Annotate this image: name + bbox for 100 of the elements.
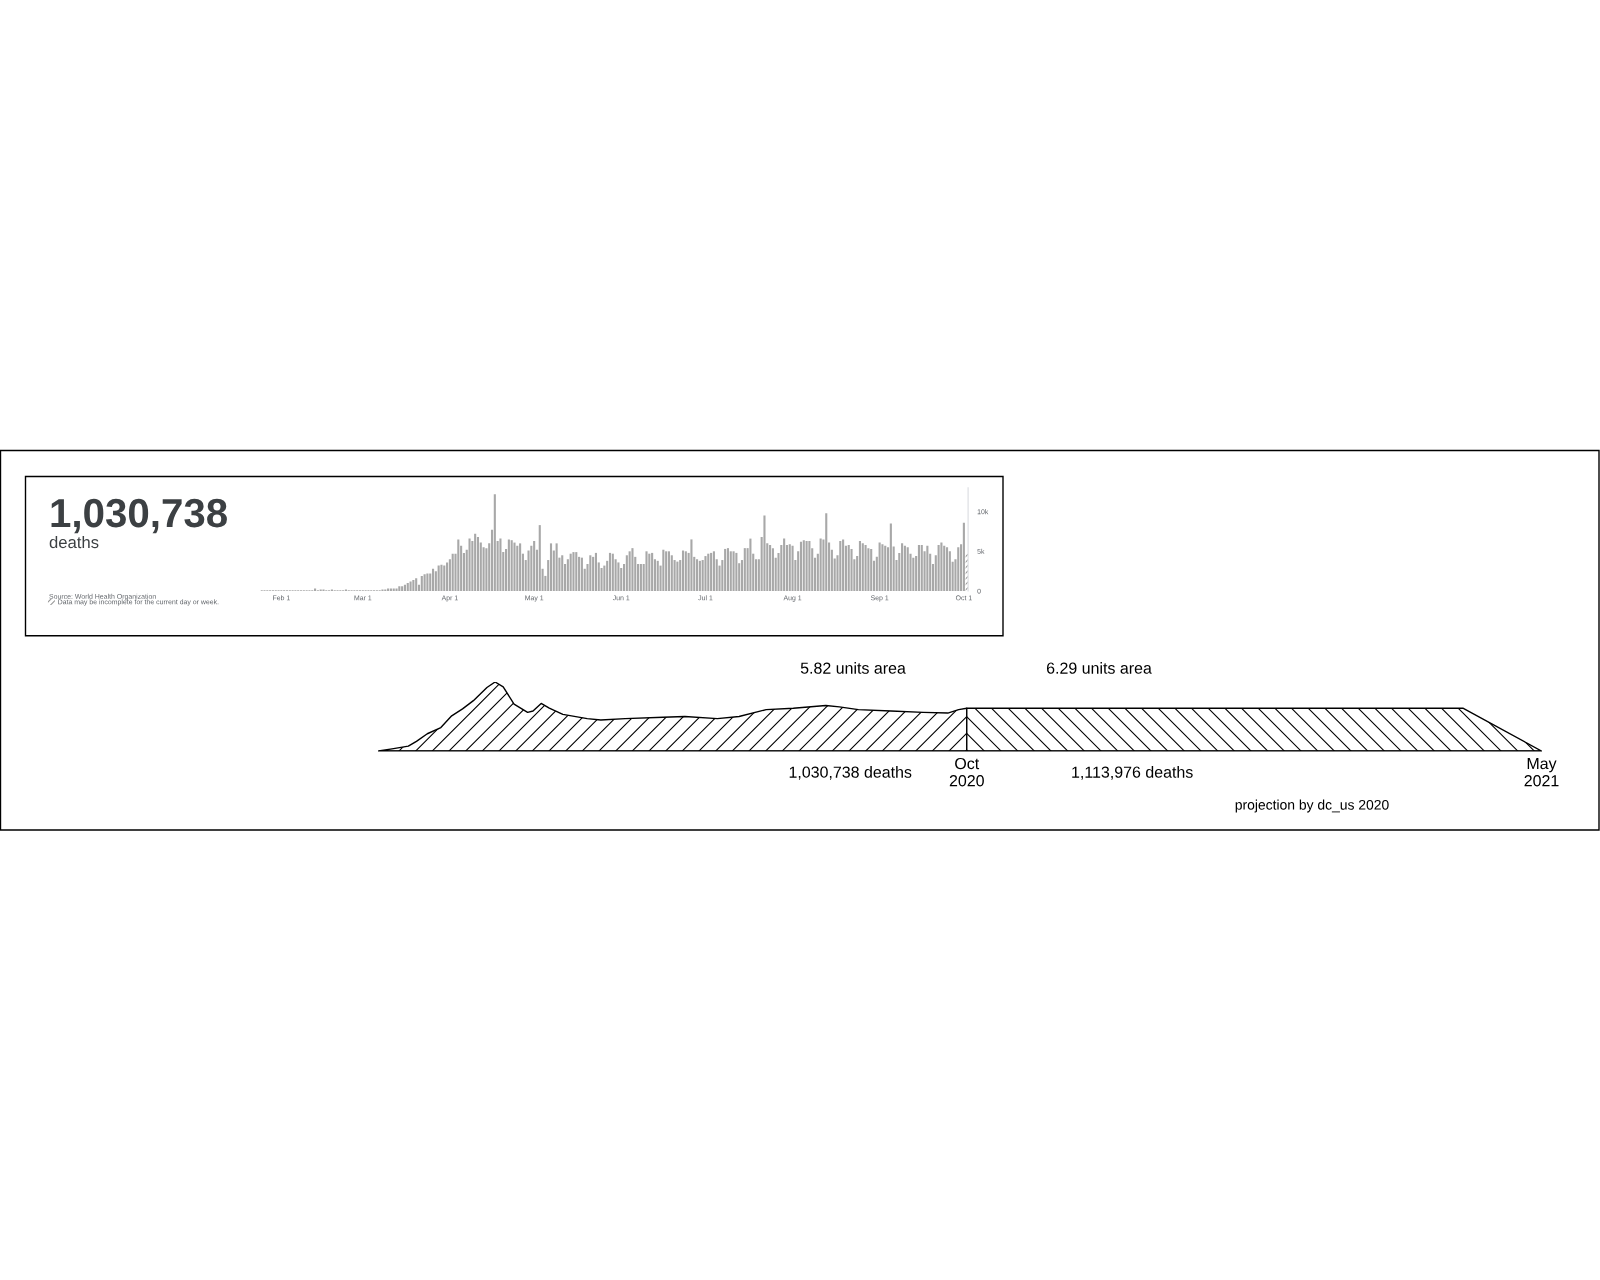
bar <box>867 548 870 591</box>
bar <box>474 533 477 591</box>
bar <box>429 573 432 591</box>
bar <box>415 578 418 591</box>
bar <box>443 565 446 591</box>
bar <box>594 552 597 591</box>
bar <box>701 560 704 591</box>
bar <box>791 545 794 591</box>
bar <box>516 545 519 591</box>
chart-title: 1,030,738 <box>51 498 227 534</box>
bar <box>769 544 772 591</box>
bar <box>870 548 873 591</box>
bar <box>783 538 786 591</box>
bar <box>631 548 634 591</box>
bar <box>409 581 412 591</box>
bar <box>726 548 730 591</box>
bar <box>842 539 845 591</box>
bar <box>704 556 707 591</box>
bar <box>440 564 443 591</box>
bar <box>530 545 533 591</box>
x-tick-label: May 2021 <box>1524 758 1559 787</box>
text: deaths <box>49 535 99 549</box>
bar <box>513 542 516 591</box>
x-tick-label: 1,030,738 deaths <box>789 766 912 780</box>
bar <box>561 555 564 591</box>
bar <box>917 544 920 591</box>
bar <box>878 542 881 591</box>
bar <box>805 540 808 591</box>
bar <box>912 557 915 591</box>
bar <box>667 551 671 591</box>
bar <box>608 552 612 591</box>
bar <box>431 568 435 591</box>
x-tick-label: 1,113,976 deaths <box>1072 766 1193 780</box>
bar <box>749 538 752 591</box>
bar <box>906 547 909 591</box>
bar <box>858 540 862 591</box>
bar <box>940 542 943 591</box>
bar <box>881 544 884 591</box>
bar <box>426 573 429 591</box>
bar <box>926 545 929 591</box>
bar <box>499 538 502 591</box>
bar <box>861 543 864 591</box>
bar <box>398 586 401 591</box>
bar <box>656 560 659 591</box>
bar <box>569 553 572 591</box>
bar <box>948 551 951 591</box>
bar <box>572 552 575 591</box>
bar <box>451 553 454 591</box>
bar <box>437 565 440 591</box>
bar <box>555 543 558 591</box>
bar <box>743 548 746 591</box>
bar <box>457 539 460 591</box>
bar <box>763 515 766 591</box>
bar <box>819 538 822 591</box>
bar <box>943 545 946 591</box>
text: 6.29 units area <box>1046 662 1152 674</box>
bar <box>603 565 606 591</box>
bar <box>681 550 685 591</box>
bar <box>665 551 668 591</box>
bar <box>519 543 522 591</box>
bar <box>788 544 791 591</box>
bar <box>962 522 965 591</box>
x-tick-label: Oct 2020 <box>949 757 984 787</box>
bar <box>648 553 651 591</box>
bar <box>957 547 960 591</box>
bar <box>662 549 665 591</box>
bar <box>684 551 687 591</box>
bar <box>476 537 480 591</box>
bar <box>707 553 710 591</box>
bar <box>690 539 693 591</box>
bar <box>423 574 426 591</box>
bar <box>592 556 595 591</box>
bar <box>802 540 805 591</box>
bar <box>611 553 614 591</box>
bar <box>651 552 654 591</box>
bar <box>510 540 513 591</box>
bar <box>729 551 732 591</box>
bar <box>724 548 727 591</box>
text: projection by dc_us 2020 <box>1235 799 1389 813</box>
bar <box>412 579 415 591</box>
bar <box>507 539 510 591</box>
bar <box>732 551 735 591</box>
bar <box>937 544 940 591</box>
bar <box>850 548 853 591</box>
bar <box>884 545 887 591</box>
bar <box>945 547 949 591</box>
bar <box>575 552 578 591</box>
bar <box>645 551 648 591</box>
bar <box>493 494 496 591</box>
bar <box>676 561 679 591</box>
bar <box>799 541 803 591</box>
bar <box>625 555 628 591</box>
bar <box>549 543 553 591</box>
bar <box>446 562 449 591</box>
bar <box>771 548 774 591</box>
bar <box>889 523 892 591</box>
bar <box>628 551 631 591</box>
bar <box>420 575 423 591</box>
bar <box>825 513 828 591</box>
bar <box>808 540 811 591</box>
